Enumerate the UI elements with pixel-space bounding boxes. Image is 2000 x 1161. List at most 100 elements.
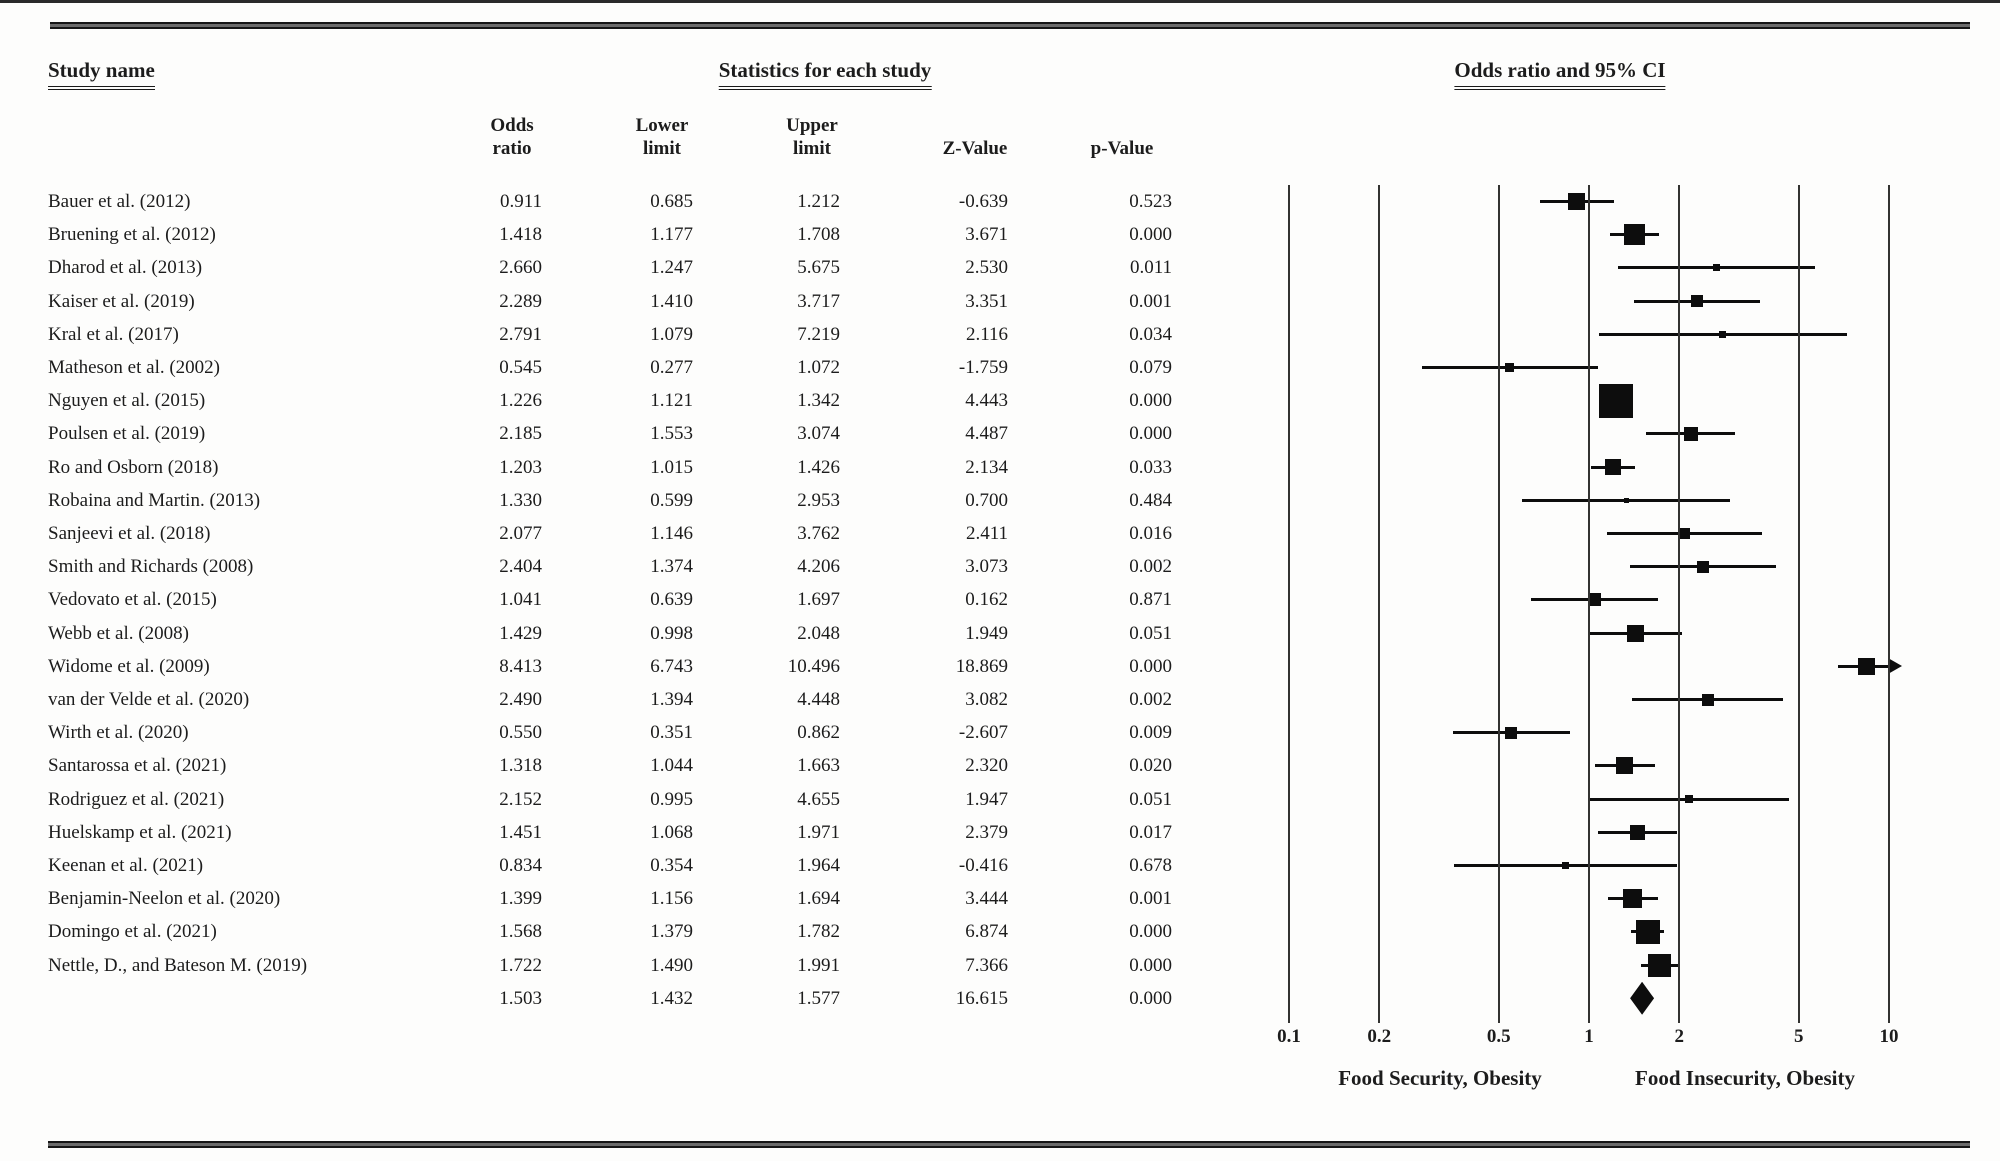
- stat-value: 0.000: [1129, 921, 1172, 943]
- stat-value: 18.869: [955, 655, 1008, 677]
- statistics-group-header: Statistics for each study: [718, 58, 932, 90]
- or-marker-square: [1857, 657, 1875, 675]
- or-marker-square: [1684, 795, 1693, 804]
- or-marker-square: [1505, 726, 1518, 739]
- stat-value: 0.002: [1129, 556, 1172, 578]
- x-tick-label: 5: [1793, 1026, 1804, 1047]
- study-name-label: Benjamin-Neelon et al. (2020): [48, 888, 281, 910]
- or-marker-square: [1598, 383, 1633, 418]
- stat-value: 1.694: [797, 888, 840, 910]
- plot-grid-line: [1678, 185, 1681, 1023]
- study-name-label: Robaina and Martin. (2013): [48, 489, 261, 511]
- stat-value: 7.219: [797, 323, 840, 345]
- or-marker-square: [1635, 919, 1660, 944]
- x-tick-label: 10: [1879, 1026, 1899, 1047]
- stat-value: 0.000: [1129, 390, 1172, 412]
- stat-value: 0.011: [1129, 257, 1172, 279]
- stat-value: 4.487: [965, 423, 1008, 445]
- stat-value: 1.503: [499, 987, 542, 1009]
- plot-grid-line: [1588, 185, 1590, 1023]
- stat-value: 0.354: [650, 855, 693, 876]
- stat-value: 0.017: [1129, 821, 1172, 843]
- study-name-label: Kaiser et al. (2019): [48, 290, 195, 312]
- stat-value: 1.410: [650, 290, 693, 312]
- study-name-label: Santarossa et al. (2021): [48, 755, 227, 777]
- study-name-label: Smith and Richards (2008): [48, 556, 254, 578]
- stat-value: 0.034: [1129, 323, 1172, 345]
- stat-value: 1.947: [965, 788, 1008, 810]
- stat-value: 0.000: [1129, 423, 1172, 445]
- stat-value: 1.490: [650, 954, 693, 976]
- bottom-horizontal-rule: [48, 1141, 1970, 1148]
- stat-value: 0.678: [1129, 855, 1172, 876]
- stat-value: 1.722: [499, 954, 542, 976]
- stat-value: 4.206: [797, 556, 840, 578]
- stat-value: 0.862: [797, 722, 840, 744]
- stat-value: 2.116: [965, 323, 1008, 345]
- stat-value: 0.871: [1129, 589, 1172, 611]
- stat-value: 1.451: [499, 821, 542, 843]
- stat-value: 2.530: [965, 257, 1008, 279]
- stat-value: 0.009: [1129, 722, 1172, 744]
- study-name-label: Vedovato et al. (2015): [48, 589, 217, 611]
- stat-value: 1.015: [650, 456, 693, 478]
- stat-value: 0.998: [650, 622, 693, 644]
- stat-value: 1.330: [499, 489, 542, 511]
- study-name-label: Sanjeevi et al. (2018): [48, 523, 211, 544]
- stat-column-header: Lower limit: [635, 115, 689, 159]
- study-name-column-header: Study name: [48, 58, 155, 90]
- or-marker-square: [1587, 593, 1601, 607]
- stat-value: 1.146: [650, 523, 693, 544]
- stat-value: 0.051: [1129, 622, 1172, 644]
- stat-value: 0.523: [1129, 191, 1172, 212]
- stat-value: 2.152: [499, 788, 542, 810]
- summary-diamond: [1630, 981, 1655, 1015]
- stat-value: 1.156: [650, 888, 693, 910]
- or-marker-square: [1623, 497, 1629, 503]
- stat-value: 3.762: [797, 523, 840, 544]
- stat-value: 1.068: [650, 821, 693, 843]
- stat-value: 0.545: [499, 357, 542, 378]
- study-name-label: Webb et al. (2008): [48, 622, 189, 644]
- stat-value: 1.991: [797, 954, 840, 976]
- study-name-label: Widome et al. (2009): [48, 655, 210, 677]
- stat-value: 0.016: [1129, 523, 1172, 544]
- stat-value: 3.351: [965, 290, 1008, 312]
- stat-value: 6.743: [650, 655, 693, 677]
- stat-column-header: Z-Value: [942, 138, 1008, 159]
- or-marker-square: [1690, 295, 1703, 308]
- study-name-label: Matheson et al. (2002): [48, 357, 221, 378]
- stat-value: 8.413: [499, 655, 542, 677]
- or-marker-square: [1623, 889, 1643, 909]
- x-tick-label: 2: [1674, 1026, 1685, 1047]
- stat-value: 0.001: [1129, 290, 1172, 312]
- stat-value: -1.759: [958, 357, 1008, 378]
- or-marker-square: [1719, 330, 1727, 338]
- stat-value: 0.639: [650, 589, 693, 611]
- stat-value: 1.663: [797, 755, 840, 777]
- stat-value: 1.568: [499, 921, 542, 943]
- stat-value: 1.121: [650, 390, 693, 412]
- stat-value: 0.277: [650, 357, 693, 378]
- or-marker-square: [1505, 363, 1515, 372]
- study-name-label: Nguyen et al. (2015): [48, 390, 206, 412]
- stat-value: 1.212: [797, 191, 840, 212]
- plot-grid-line: [1497, 185, 1500, 1023]
- stat-value: 1.418: [499, 224, 542, 246]
- stat-value: 0.000: [1129, 954, 1172, 976]
- stat-value: 1.949: [965, 622, 1008, 644]
- stat-value: 0.000: [1129, 987, 1172, 1009]
- stat-value: 3.671: [965, 224, 1008, 246]
- stat-value: 1.553: [650, 423, 693, 445]
- stat-value: 0.001: [1129, 888, 1172, 910]
- x-tick-label: 0.2: [1367, 1026, 1392, 1047]
- favors-right-axis-label: Food Insecurity, Obesity: [1635, 1066, 1855, 1090]
- stat-value: 0.002: [1129, 689, 1172, 710]
- stat-value: 2.289: [499, 290, 542, 312]
- x-tick-label: 1: [1584, 1026, 1594, 1047]
- study-name-label: Huelskamp et al. (2021): [48, 821, 232, 843]
- stat-value: 1.041: [499, 589, 542, 611]
- study-name-label: Kral et al. (2017): [48, 323, 179, 345]
- study-name-label: Bauer et al. (2012): [48, 191, 191, 212]
- or-marker-square: [1624, 224, 1645, 246]
